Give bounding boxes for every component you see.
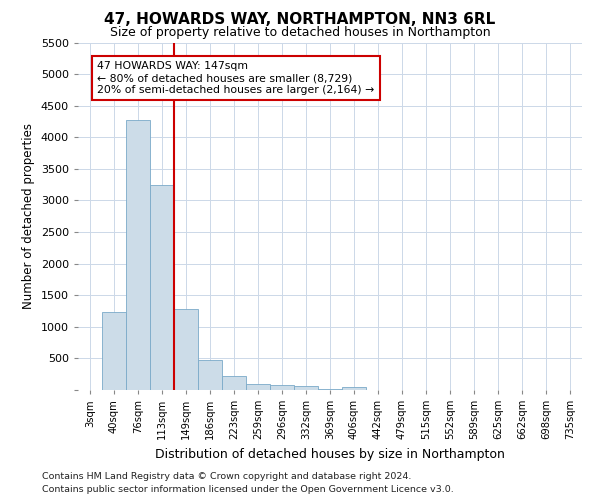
Bar xyxy=(342,386,366,390)
Bar xyxy=(102,312,126,390)
Bar xyxy=(294,386,318,390)
X-axis label: Distribution of detached houses by size in Northampton: Distribution of detached houses by size … xyxy=(155,448,505,460)
Text: 47 HOWARDS WAY: 147sqm
← 80% of detached houses are smaller (8,729)
20% of semi-: 47 HOWARDS WAY: 147sqm ← 80% of detached… xyxy=(97,62,374,94)
Bar xyxy=(150,184,174,390)
Bar xyxy=(198,360,222,390)
Y-axis label: Number of detached properties: Number of detached properties xyxy=(22,123,35,309)
Text: Size of property relative to detached houses in Northampton: Size of property relative to detached ho… xyxy=(110,26,490,39)
Bar xyxy=(174,309,198,390)
Bar xyxy=(246,384,270,390)
Bar xyxy=(222,376,246,390)
Text: Contains public sector information licensed under the Open Government Licence v3: Contains public sector information licen… xyxy=(42,485,454,494)
Text: Contains HM Land Registry data © Crown copyright and database right 2024.: Contains HM Land Registry data © Crown c… xyxy=(42,472,412,481)
Bar xyxy=(270,386,294,390)
Bar xyxy=(126,120,150,390)
Text: 47, HOWARDS WAY, NORTHAMPTON, NN3 6RL: 47, HOWARDS WAY, NORTHAMPTON, NN3 6RL xyxy=(104,12,496,28)
